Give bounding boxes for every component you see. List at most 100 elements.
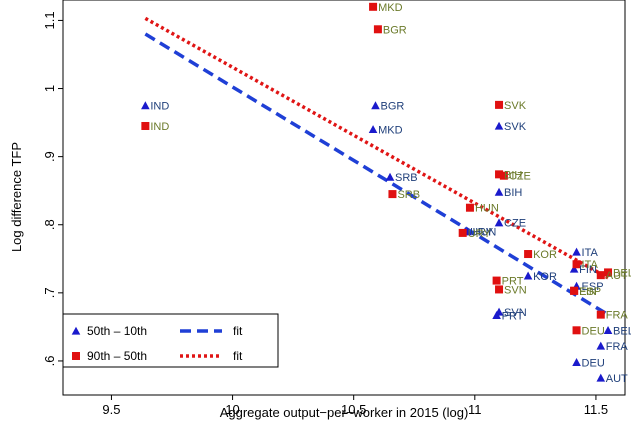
triangle-point [603, 326, 613, 334]
point-label: CZE [504, 218, 526, 230]
legend: 50th – 10th fit 90th – 50th fit [62, 313, 279, 368]
legend-box [62, 313, 279, 368]
legend-square-marker [72, 352, 80, 360]
triangle-point [385, 172, 395, 181]
triangle-point [569, 264, 579, 273]
y-tick-label: .9 [42, 151, 57, 162]
square-point [369, 2, 378, 11]
point-label: FIN [579, 264, 597, 276]
x-tick-label: 9.5 [102, 402, 120, 417]
point-label: KOR [533, 249, 557, 261]
legend-label: 50th – 10th [87, 324, 147, 338]
point-label: HUN [473, 227, 497, 239]
point-label: FRA [606, 341, 629, 353]
point-label: MKD [378, 2, 403, 14]
square-point [465, 203, 474, 212]
square-point [141, 121, 150, 130]
triangle-point [572, 358, 581, 366]
point-label: IND [150, 121, 169, 133]
square-point [604, 268, 613, 277]
point-label: BGR [383, 24, 407, 36]
square-point [499, 171, 508, 180]
point-label: DEU [582, 325, 605, 337]
point-label: BGR [380, 101, 404, 113]
square-point [596, 310, 605, 319]
triangle-point [596, 341, 606, 350]
legend-label: fit [233, 324, 243, 338]
square-point [458, 228, 467, 237]
y-tick-label: .7 [42, 287, 57, 298]
data-points [141, 2, 613, 382]
point-label: ITA [582, 247, 599, 259]
x-axis: 9.5 10 10.5 11 11.5 [102, 395, 608, 417]
point-label: BEL [613, 325, 631, 337]
point-label: AUT [606, 270, 628, 282]
legend-label: fit [233, 349, 243, 363]
point-label: ESP [582, 281, 604, 293]
point-label: ITA [582, 259, 599, 271]
square-point [373, 25, 382, 34]
point-label: SVN [504, 307, 527, 319]
triangle-point [494, 218, 504, 227]
square-point [492, 276, 501, 285]
y-tick-label: 1.1 [42, 11, 57, 29]
legend-label: 90th – 50th [87, 349, 147, 363]
triangle-point [371, 101, 380, 110]
point-label: IND [150, 101, 169, 113]
square-point [524, 250, 533, 259]
legend-triangle-marker [71, 326, 81, 335]
point-label: BIH [504, 187, 522, 199]
point-label: SRB [395, 172, 418, 184]
fit-lines [144, 16, 609, 317]
point-label: URY [468, 228, 492, 240]
triangle-point [494, 121, 504, 130]
square-point [596, 271, 605, 280]
y-tick-label: .6 [42, 356, 57, 367]
y-axis-label: Log difference TFP [9, 142, 24, 252]
x-tick-label: 11.5 [584, 402, 608, 417]
point-label: BIH [504, 169, 522, 181]
y-tick-label: .8 [42, 219, 57, 230]
x-axis-label: Aggregate output−per−worker in 2015 (log… [220, 405, 469, 420]
point-label: PRT [502, 310, 524, 322]
point-label: URY [470, 227, 494, 239]
point-label: FRA [606, 310, 629, 322]
point-label: SRB [397, 189, 420, 201]
x-tick-label: 10 [225, 402, 239, 417]
y-axis: .6 .7 .8 .9 1 1.1 [42, 11, 63, 366]
point-label: SVK [504, 121, 527, 133]
triangle-point [494, 187, 504, 196]
point-label: ESP [579, 286, 601, 298]
x-tick-label: 11 [468, 402, 482, 417]
point-label: SVK [504, 100, 527, 112]
fit-line-90-50 [144, 16, 609, 280]
square-point [495, 170, 504, 179]
point-label: KOR [533, 271, 557, 283]
y-tick-label: 1 [42, 85, 57, 92]
point-label: AUT [606, 373, 628, 385]
point-label: SVN [504, 284, 527, 296]
point-label: CZE [509, 171, 531, 183]
triangle-point [523, 271, 533, 280]
point-label: BEL [613, 267, 631, 279]
triangle-point [596, 373, 606, 382]
point-label: DEU [582, 357, 605, 369]
point-label: MKD [378, 124, 403, 136]
fit-line-50-10 [144, 32, 609, 317]
square-point [495, 100, 504, 109]
square-point [495, 285, 504, 294]
triangle-point [572, 247, 581, 256]
triangle-point [368, 125, 378, 134]
triangle-point [141, 101, 150, 110]
point-label: HUN [475, 203, 499, 215]
square-point [572, 326, 581, 335]
square-point [570, 286, 579, 295]
triangle-point [492, 311, 501, 319]
square-point [572, 260, 581, 269]
x-tick-label: 10.5 [341, 402, 366, 417]
square-point [388, 190, 397, 199]
point-label: FIN [579, 286, 597, 298]
point-label: PRT [502, 276, 524, 288]
